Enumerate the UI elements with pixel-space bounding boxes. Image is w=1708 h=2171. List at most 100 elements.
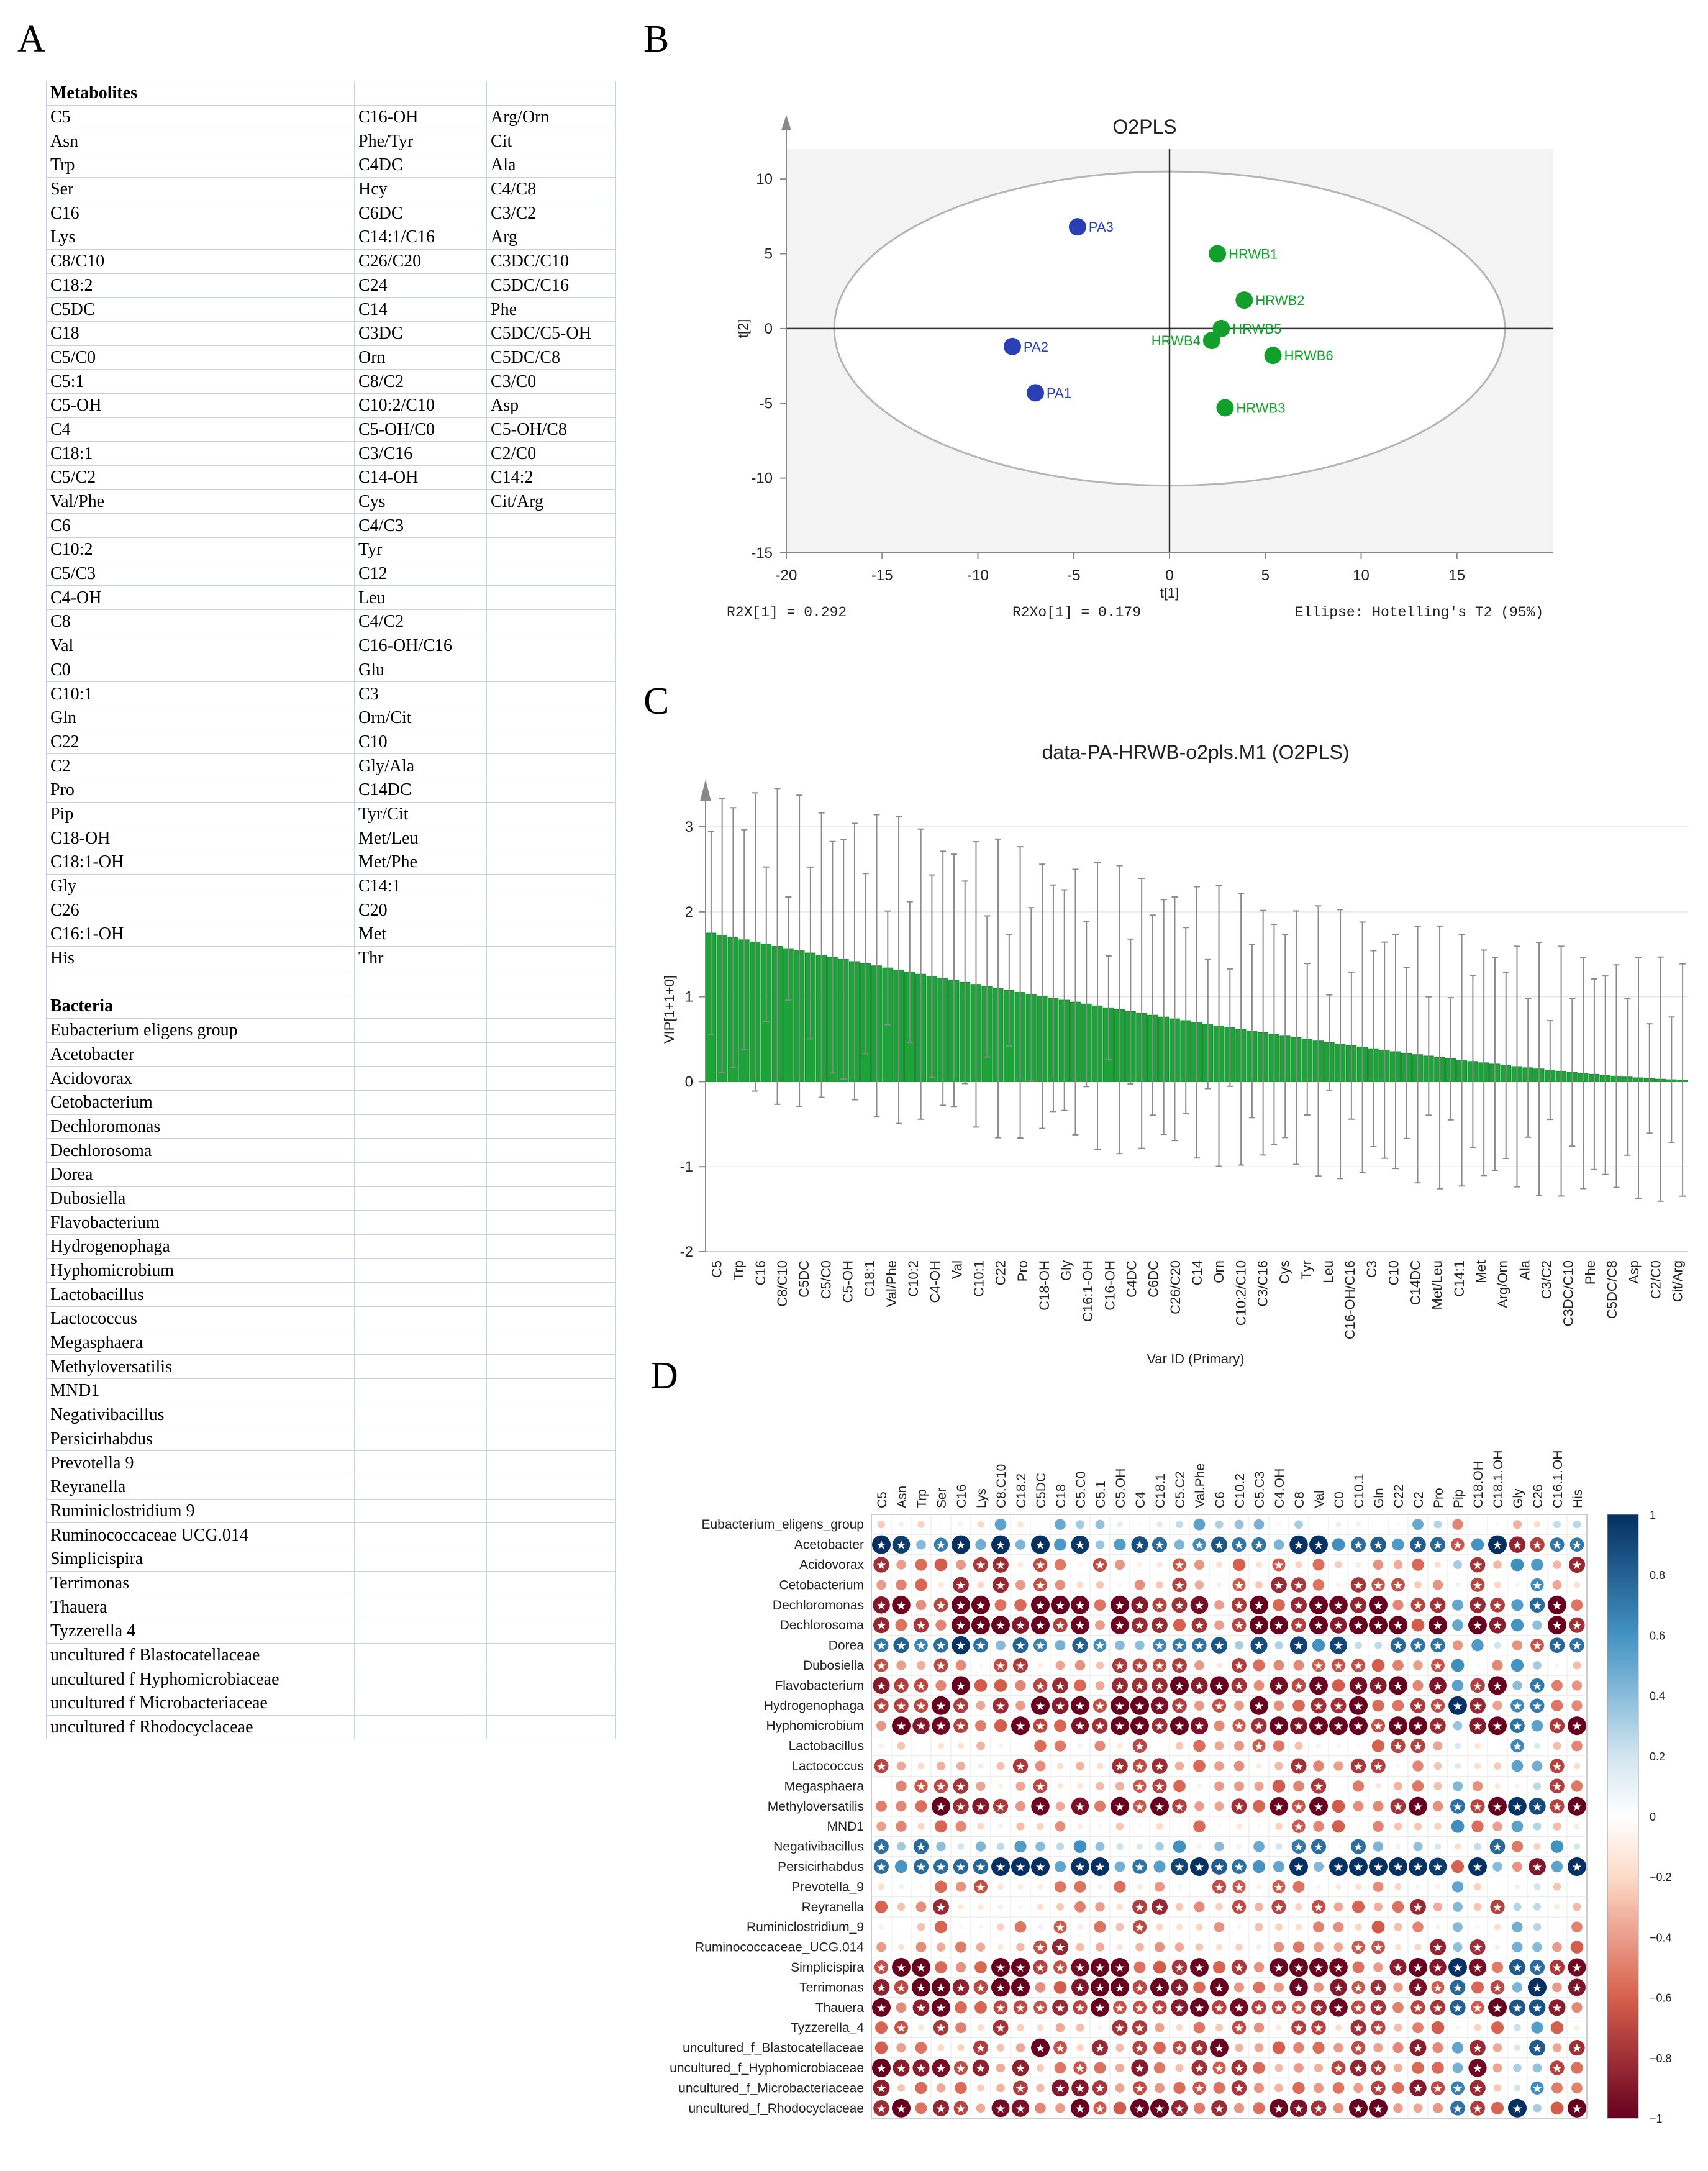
x-tick-label: C3/C16 xyxy=(1255,1260,1270,1307)
correlation-circle xyxy=(1311,1900,1326,1914)
significance-star: ★ xyxy=(1114,1982,1125,1995)
significance-star: ★ xyxy=(1353,2042,1363,2055)
vip-bar xyxy=(1401,1052,1412,1082)
point-label: HRWB5 xyxy=(1232,321,1281,337)
correlation-circle xyxy=(1371,1940,1385,1954)
significance-star: ★ xyxy=(1273,1901,1284,1914)
significance-star: ★ xyxy=(1114,1720,1125,1733)
correlation-circle xyxy=(1253,1800,1265,1813)
vip-bar xyxy=(1224,1027,1235,1082)
correlation-circle xyxy=(1291,1618,1306,1633)
correlation-circle xyxy=(1235,2043,1243,2052)
column-label: His xyxy=(1571,1490,1585,1508)
x-tick-label: C6DC xyxy=(1146,1260,1161,1298)
correlation-circle xyxy=(896,1660,906,1670)
correlation-circle xyxy=(1031,1535,1050,1554)
correlation-circle xyxy=(1453,1560,1462,1569)
significance-star: ★ xyxy=(1432,1861,1443,1874)
correlation-circle xyxy=(1349,1677,1368,1695)
correlation-circle xyxy=(1154,1942,1165,1952)
vip-bar xyxy=(993,988,1004,1082)
correlation-circle xyxy=(1073,2061,1087,2075)
row-label: Cetobacterium xyxy=(779,1578,864,1592)
score-point xyxy=(1264,347,1282,365)
correlation-circle xyxy=(1491,1961,1504,1973)
vip-bar xyxy=(1345,1045,1357,1082)
significance-star: ★ xyxy=(876,1861,886,1874)
vip-bar xyxy=(1058,999,1070,1082)
correlation-circle xyxy=(1433,1782,1442,1790)
correlation-circle xyxy=(1256,1884,1261,1890)
y-tick-label: 0 xyxy=(685,1073,693,1090)
metabolite-row: C5-OH C10:2/C10 Asp xyxy=(46,393,616,418)
correlation-circle xyxy=(1037,1924,1043,1930)
y-tick-label: 2 xyxy=(685,904,693,921)
correlation-circle xyxy=(1015,1801,1026,1811)
correlation-circle xyxy=(1055,1580,1066,1590)
correlation-circle xyxy=(1153,1638,1166,1652)
correlation-circle xyxy=(1191,1677,1208,1694)
correlation-circle xyxy=(1134,1579,1145,1590)
significance-star: ★ xyxy=(1412,1539,1423,1552)
correlation-circle xyxy=(1568,1978,1586,1996)
significance-star: ★ xyxy=(1154,1780,1165,1793)
correlation-circle xyxy=(976,2103,986,2113)
x-tick-label: C3 xyxy=(1364,1260,1379,1278)
significance-star: ★ xyxy=(1353,2022,1363,2035)
correlation-circle xyxy=(878,1924,884,1930)
significance-star: ★ xyxy=(1571,1962,1582,1975)
significance-star: ★ xyxy=(975,1881,986,1894)
vip-bar xyxy=(1522,1067,1533,1082)
x-tick-label: Cit/Arg xyxy=(1669,1260,1685,1302)
correlation-circle xyxy=(1170,1676,1189,1695)
correlation-circle xyxy=(1528,1978,1547,1997)
colorbar-tick-label: −0.2 xyxy=(1650,1871,1672,1883)
correlation-circle xyxy=(1316,1743,1321,1749)
significance-star: ★ xyxy=(995,1700,1006,1713)
significance-star: ★ xyxy=(1353,1760,1363,1773)
correlation-circle xyxy=(1410,2000,1425,2015)
significance-star: ★ xyxy=(1154,1680,1165,1693)
correlation-circle xyxy=(1095,1902,1105,1912)
correlation-circle xyxy=(1412,1680,1424,1691)
table-cell: C16 xyxy=(46,201,355,226)
x-tick-label: 0 xyxy=(1165,567,1173,584)
correlation-circle xyxy=(1074,1901,1086,1913)
correlation-circle xyxy=(1551,1860,1563,1873)
table-cell: C4/C8 xyxy=(486,176,616,202)
correlation-circle xyxy=(1510,1558,1524,1572)
correlation-circle xyxy=(915,1600,927,1611)
significance-star: ★ xyxy=(1492,1841,1502,1854)
correlation-circle xyxy=(1490,1597,1505,1613)
correlation-circle xyxy=(977,1581,984,1588)
correlation-circle xyxy=(1515,1783,1520,1789)
correlation-circle xyxy=(998,1743,1003,1749)
correlation-circle xyxy=(1549,1637,1565,1653)
correlation-circle xyxy=(938,1742,944,1749)
table-cell: C18:1 xyxy=(46,441,355,466)
y-axis-arrow xyxy=(781,115,791,130)
significance-star: ★ xyxy=(1074,1801,1085,1814)
table-cell xyxy=(486,705,616,730)
vip-bar xyxy=(1434,1057,1445,1082)
point-label: PA2 xyxy=(1024,339,1048,355)
correlation-circle xyxy=(974,1720,987,1732)
correlation-circle xyxy=(1568,2098,1586,2118)
correlation-circle xyxy=(1333,1761,1343,1771)
significance-star: ★ xyxy=(935,1660,946,1673)
correlation-circle xyxy=(1012,1657,1029,1673)
correlation-circle xyxy=(971,1616,990,1635)
correlation-circle xyxy=(1313,1861,1324,1872)
significance-star: ★ xyxy=(1412,1982,1423,1995)
table-cell xyxy=(354,1426,487,1452)
correlation-circle xyxy=(1454,1843,1461,1850)
row-label: Flavobacterium xyxy=(775,1678,864,1693)
correlation-circle xyxy=(1355,1522,1361,1527)
table-cell: Flavobacterium xyxy=(46,1210,355,1235)
significance-star: ★ xyxy=(1154,1640,1165,1653)
significance-star: ★ xyxy=(1214,2062,1224,2075)
correlation-circle xyxy=(1316,1522,1321,1527)
vip-bar xyxy=(1643,1078,1655,1082)
significance-star: ★ xyxy=(1233,1539,1244,1552)
significance-star: ★ xyxy=(1035,1600,1045,1613)
